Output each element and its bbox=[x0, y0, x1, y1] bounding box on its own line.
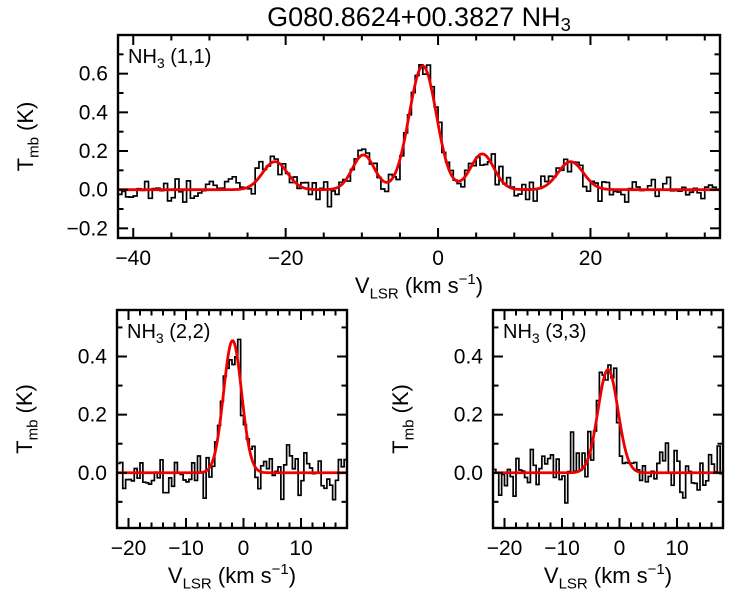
x-tick-label: −10 bbox=[168, 537, 204, 560]
x-tick-label: 10 bbox=[289, 537, 312, 560]
x-tick-label: −20 bbox=[487, 537, 523, 560]
observed-spectrum-histogram bbox=[117, 338, 347, 501]
figure-title-subscript: 3 bbox=[560, 14, 571, 36]
axis-ticks bbox=[493, 310, 723, 528]
x-tick-label: 10 bbox=[665, 537, 688, 560]
y-tick-label: 0.2 bbox=[79, 140, 108, 163]
y-tick-label: 0.6 bbox=[79, 63, 108, 86]
x-axis-title: VLSR (km s−1) bbox=[168, 561, 296, 593]
x-tick-label: −20 bbox=[268, 247, 304, 270]
axes-frame bbox=[116, 33, 722, 240]
figure-title: G080.8624+00.3827 NH3 bbox=[118, 2, 720, 36]
y-tick-label: 0.0 bbox=[454, 462, 483, 485]
y-tick-label: 0.2 bbox=[454, 404, 483, 427]
panel-nh3-322: −20 −10 0 10 0.0 0.2 0.4 VLSR (km s−1) Tmb (K) NH… bbox=[12, 308, 349, 593]
panel-label: NH3 (1,1) bbox=[128, 46, 211, 71]
y-tick-label: 0.4 bbox=[79, 101, 109, 124]
y-tick-label: 0.2 bbox=[78, 404, 107, 427]
y-tick-label: 0.0 bbox=[78, 462, 107, 485]
figure-title-text: G080.8624+00.3827 NH bbox=[267, 2, 561, 32]
y-tick-label: −0.2 bbox=[67, 217, 108, 240]
gaussian-fit-curve bbox=[117, 339, 347, 475]
axis-ticks bbox=[118, 35, 720, 238]
x-tick-label: 0 bbox=[432, 247, 444, 270]
x-tick-label: 20 bbox=[579, 247, 602, 270]
y-tick-label: 0.0 bbox=[79, 179, 108, 202]
axis-ticks bbox=[117, 310, 347, 528]
panel-nh3-333: −20 −10 0 10 0.0 0.2 0.4 VLSR (km s−1) Tmb (K) NH… bbox=[388, 308, 725, 593]
tick-labels: −20 −10 0 10 0.0 0.2 0.4 bbox=[78, 346, 313, 560]
x-tick-label: 0 bbox=[614, 537, 626, 560]
x-tick-label: −10 bbox=[544, 537, 580, 560]
tick-labels: −40 −20 0 20 −0.2 0.0 0.2 0.4 0.6 bbox=[67, 63, 603, 270]
y-tick-label: 0.4 bbox=[454, 346, 484, 369]
y-axis-title: Tmb (K) bbox=[13, 102, 43, 172]
y-axis-title: Tmb (K) bbox=[388, 384, 418, 454]
gaussian-fit-curve bbox=[118, 64, 720, 192]
panel-nh3-311: −40 −20 0 20 −0.2 0.0 0.2 0.4 0.6 VLSR (km s−1) Tm… bbox=[13, 33, 722, 303]
x-axis-title: VLSR (km s−1) bbox=[355, 271, 483, 303]
x-tick-label: −20 bbox=[111, 537, 147, 560]
x-axis-title: VLSR (km s−1) bbox=[544, 561, 672, 593]
panel-label: NH3 (2,2) bbox=[127, 321, 210, 346]
tick-labels: −20 −10 0 10 0.0 0.2 0.4 bbox=[454, 346, 689, 560]
x-tick-label: −40 bbox=[115, 247, 151, 270]
y-tick-label: 0.4 bbox=[78, 346, 108, 369]
x-tick-label: 0 bbox=[238, 537, 250, 560]
y-axis-title: Tmb (K) bbox=[12, 384, 42, 454]
gaussian-fit-curve bbox=[493, 368, 723, 475]
observed-spectrum-histogram bbox=[493, 364, 723, 504]
panel-label: NH3 (3,3) bbox=[503, 321, 586, 346]
observed-spectrum-histogram bbox=[118, 64, 720, 208]
